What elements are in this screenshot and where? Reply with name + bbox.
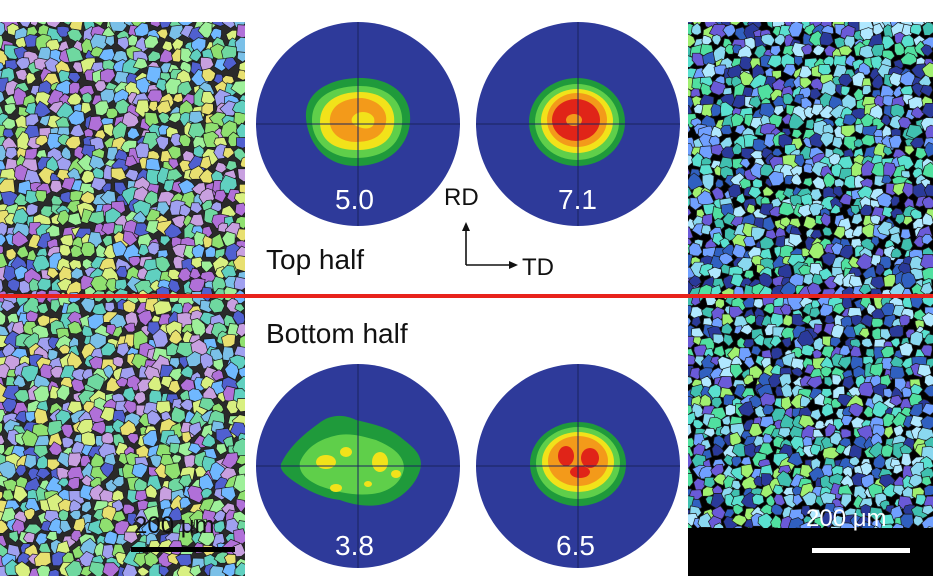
half-divider-line	[0, 294, 933, 298]
rd-td-axes	[462, 222, 518, 269]
pole-figure-top-right	[476, 22, 680, 226]
right-grain-texture	[688, 22, 933, 576]
left-scale-bar	[131, 547, 235, 552]
pole-figure-bottom-right-value: 6.5	[556, 530, 595, 561]
pole-figure-top-right-value: 7.1	[558, 184, 597, 215]
pole-figure-bottom-left-value: 3.8	[335, 530, 374, 561]
pole-figure-bottom-left	[256, 364, 460, 568]
pole-figure-top-left-value: 5.0	[335, 184, 374, 215]
bottom-half-label: Bottom half	[266, 318, 408, 349]
td-axis-label: TD	[522, 254, 554, 281]
left-grain-texture	[0, 22, 245, 576]
right-scale-bar	[812, 548, 910, 553]
rd-axis-label: RD	[444, 184, 479, 211]
right-scale-label: 200 μm	[806, 505, 887, 532]
right-ebsd-grain-map	[688, 22, 933, 576]
left-scale-label: 200 μm	[134, 512, 215, 539]
pole-figure-top-left	[256, 22, 460, 226]
left-ebsd-grain-map	[0, 22, 245, 576]
top-half-label: Top half	[266, 244, 365, 275]
pole-figure-bottom-right	[476, 364, 680, 568]
